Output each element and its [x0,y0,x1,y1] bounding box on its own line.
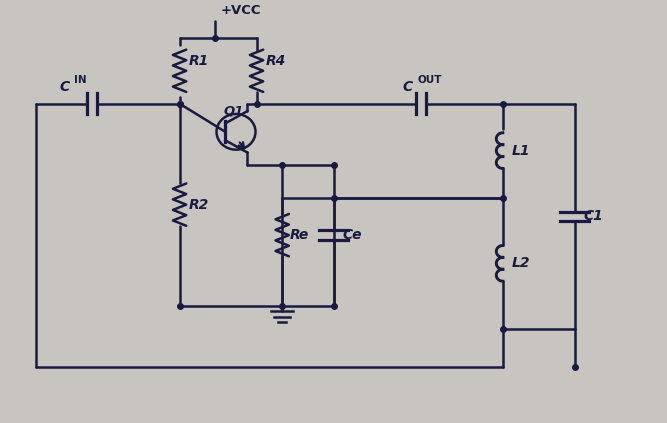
Text: R4: R4 [265,55,286,69]
Text: OUT: OUT [417,75,442,85]
Text: C1: C1 [584,209,604,223]
Text: L2: L2 [512,256,530,270]
Text: L1: L1 [512,144,530,158]
Text: R1: R1 [189,55,209,69]
Text: Q1: Q1 [223,104,243,117]
Text: Re: Re [290,228,309,242]
Text: +VCC: +VCC [221,4,261,17]
Text: C: C [403,80,413,94]
Text: R2: R2 [189,198,209,212]
Text: C: C [59,80,69,94]
Text: Ce: Ce [343,228,362,242]
Text: IN: IN [75,75,87,85]
